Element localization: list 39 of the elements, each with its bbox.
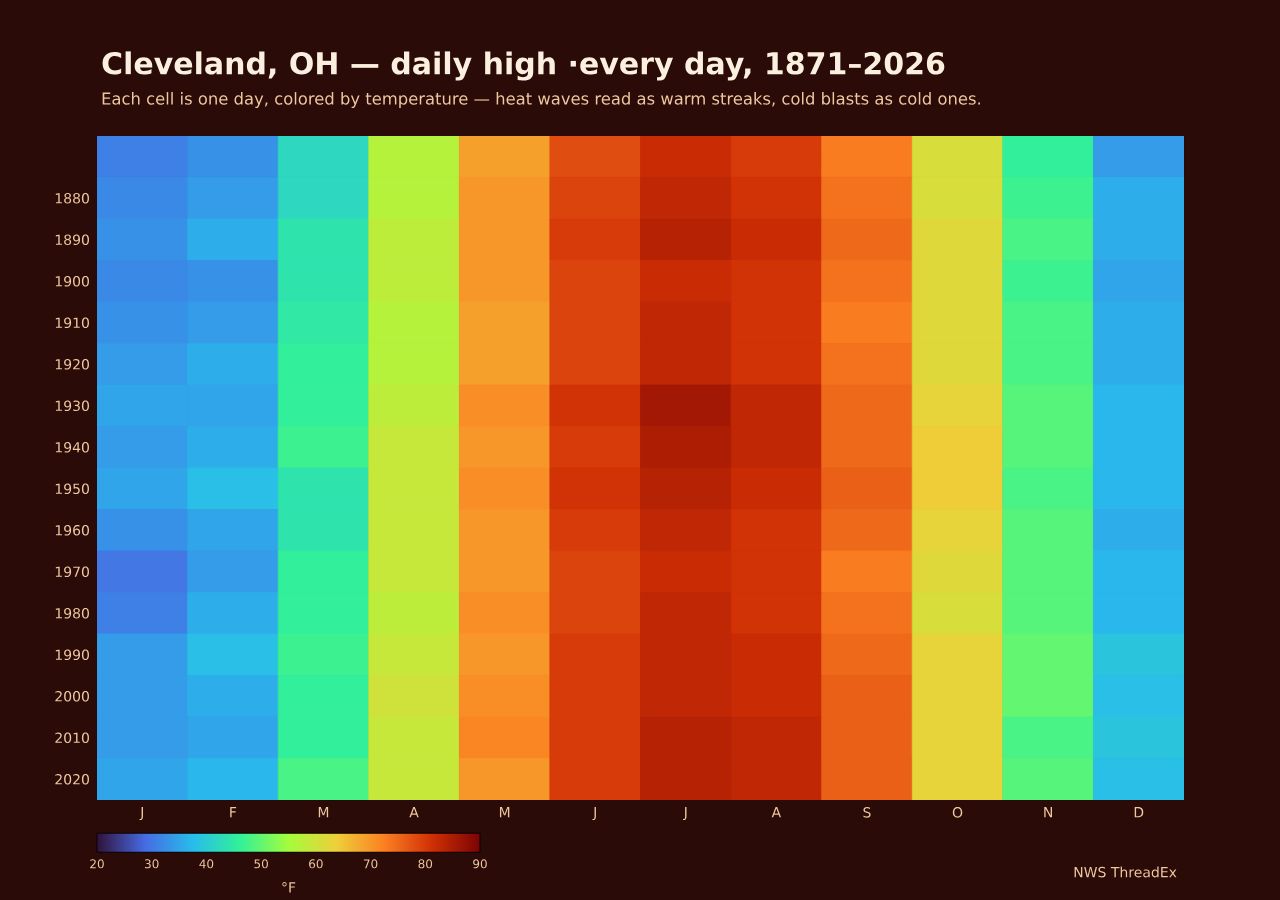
y-tick-label: 1880 [55, 192, 89, 204]
color-bar-label: 30 [144, 859, 159, 869]
y-tick-label: 1920 [55, 358, 89, 370]
chart-title: Cleveland, OH — daily high ·every day, 1871–2026 [102, 51, 945, 81]
color-bar-label: 80 [418, 859, 433, 869]
text: NWS ThreadEx [1074, 866, 1177, 878]
x-tick-label: F [230, 807, 237, 818]
color-bar-label: 60 [309, 859, 323, 869]
y-tick-label: 1940 [55, 441, 89, 453]
y-tick-label: 1950 [55, 483, 89, 495]
chart-subtitle: Each cell is one day, colored by temperature — heat waves read as warm streaks, cold blasts as cold ones. [102, 92, 980, 108]
y-tick-label: 1930 [55, 400, 89, 412]
y-tick-label: 1990 [55, 649, 89, 661]
x-tick-label: N [1044, 807, 1052, 818]
y-tick-label: 1910 [55, 317, 89, 329]
y-tick-label: 1970 [55, 566, 89, 578]
x-tick-label: S [863, 807, 871, 818]
x-tick-label: J [592, 807, 596, 821]
color-bar-label: 70 [363, 859, 378, 869]
x-tick-label: O [952, 807, 963, 818]
x-tick-label: A [771, 807, 782, 818]
color-bar-label: 20 [90, 859, 104, 869]
y-tick-label: 1900 [55, 275, 89, 287]
x-tick-label: M [499, 807, 510, 818]
x-tick-label: J [139, 807, 143, 821]
y-tick-label: 1960 [55, 524, 89, 536]
y-tick-label: 2010 [55, 732, 89, 744]
color-bar-label: 90 [473, 859, 487, 869]
color-bar-label: 50 [254, 859, 268, 869]
color-bar-title: °F [282, 882, 296, 893]
y-tick-label: 1890 [55, 234, 89, 246]
y-tick-label: 2020 [55, 773, 89, 785]
y-tick-label: 2000 [55, 690, 89, 702]
x-tick-label: J [683, 807, 687, 821]
x-tick-label: A [409, 807, 419, 818]
x-tick-label: M [318, 807, 329, 818]
y-tick-label: 1980 [55, 607, 89, 619]
color-bar-label: 40 [199, 859, 214, 869]
x-tick-label: D [1134, 807, 1144, 818]
